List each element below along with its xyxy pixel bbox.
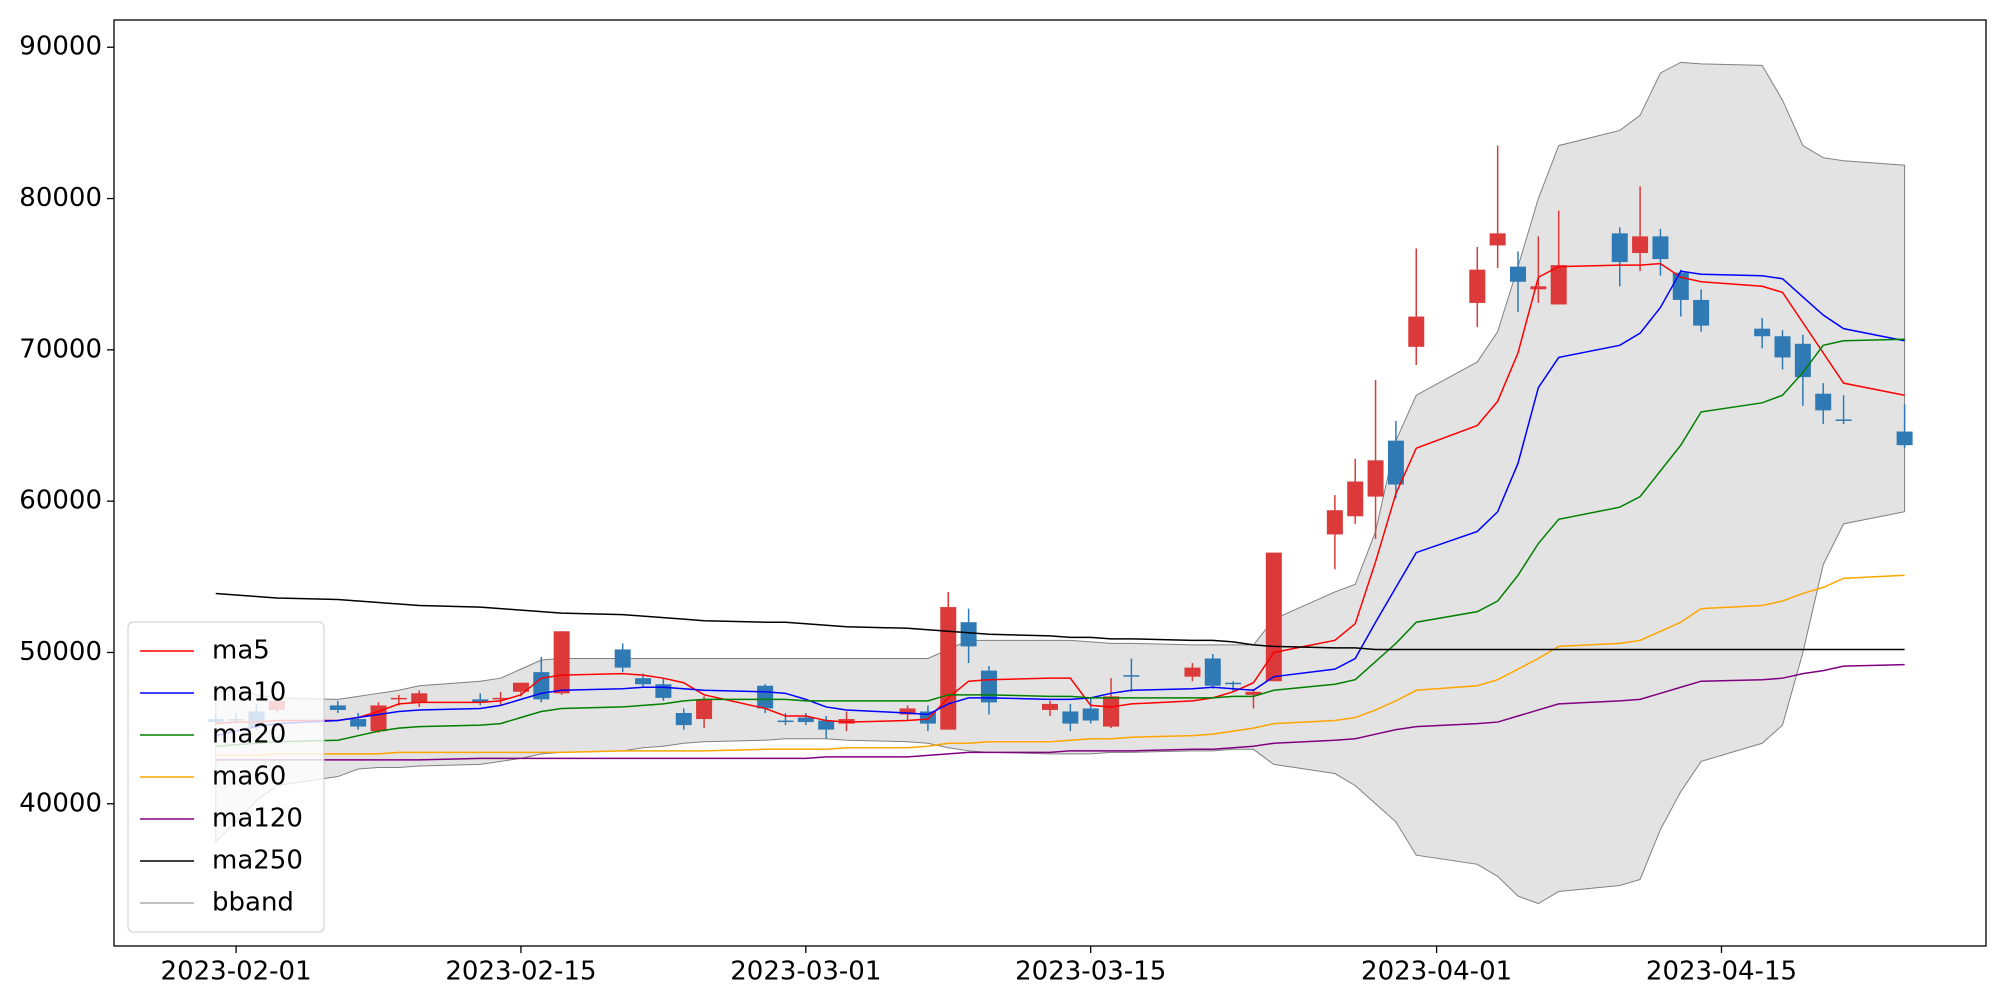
candle-body bbox=[1611, 233, 1628, 263]
y-tick-label: 60000 bbox=[19, 486, 102, 516]
candle-body bbox=[1896, 431, 1913, 446]
legend-box bbox=[127, 621, 325, 933]
candle-body bbox=[472, 699, 489, 703]
candle-body bbox=[1632, 236, 1649, 254]
legend-label: ma250 bbox=[212, 846, 303, 876]
y-tick-label: 80000 bbox=[19, 183, 102, 213]
candle-body bbox=[899, 708, 916, 715]
legend-label: ma5 bbox=[212, 636, 270, 666]
candle-body bbox=[1815, 393, 1832, 411]
bollinger-band bbox=[215, 61, 1906, 905]
x-tick-label: 2023-04-01 bbox=[1361, 957, 1512, 987]
x-tick-label: 2023-03-01 bbox=[730, 957, 881, 987]
candle-body bbox=[329, 705, 346, 710]
candle-body bbox=[492, 697, 509, 700]
candle-body bbox=[1754, 328, 1771, 337]
candle-body bbox=[1042, 703, 1058, 710]
candle-body bbox=[1123, 675, 1140, 677]
candle-body bbox=[1835, 419, 1852, 421]
candle-body bbox=[512, 682, 529, 692]
candle-body bbox=[1082, 708, 1099, 721]
candle-body bbox=[1794, 343, 1811, 378]
x-tick-label: 2023-02-15 bbox=[445, 957, 596, 987]
candle-body bbox=[614, 649, 631, 668]
candle-body bbox=[390, 697, 407, 700]
candle-body bbox=[1510, 266, 1526, 282]
ma-line bbox=[215, 338, 1905, 748]
legend-label: ma10 bbox=[212, 678, 286, 708]
legend-label: bband bbox=[212, 888, 294, 918]
candle-body bbox=[940, 607, 957, 730]
ma-line bbox=[215, 574, 1905, 757]
candle-body bbox=[675, 712, 692, 726]
candle-body bbox=[553, 631, 570, 694]
candle-body bbox=[1062, 711, 1079, 724]
candle-body bbox=[1652, 236, 1669, 260]
candle-body bbox=[838, 719, 855, 724]
x-tick-label: 2023-03-15 bbox=[1015, 957, 1166, 987]
candle-body bbox=[370, 705, 387, 732]
candle-body bbox=[1408, 316, 1425, 347]
candle-body bbox=[1469, 269, 1486, 303]
legend-label: ma20 bbox=[212, 720, 286, 750]
ma-line bbox=[215, 663, 1905, 761]
candle-body bbox=[1489, 233, 1506, 246]
ma-line bbox=[215, 270, 1905, 737]
candle-body bbox=[1265, 552, 1282, 682]
candle-body bbox=[411, 693, 428, 703]
candle-body bbox=[1184, 667, 1201, 677]
candle-body bbox=[1245, 691, 1262, 695]
x-tick-label: 2023-02-01 bbox=[161, 957, 312, 987]
plot-frame bbox=[113, 19, 1987, 947]
x-tick-label: 2023-04-15 bbox=[1646, 957, 1797, 987]
y-tick-label: 90000 bbox=[19, 32, 102, 62]
candle-body bbox=[655, 684, 672, 698]
candle-body bbox=[696, 699, 713, 720]
candle-body bbox=[1550, 265, 1567, 305]
y-tick-label: 50000 bbox=[19, 637, 102, 667]
candle-body bbox=[1367, 460, 1384, 497]
candle-body bbox=[757, 685, 774, 709]
candle-body bbox=[1103, 696, 1120, 727]
candle-body bbox=[797, 717, 814, 723]
candle-body bbox=[1225, 682, 1242, 685]
candle-body bbox=[350, 719, 367, 727]
legend-label: ma60 bbox=[212, 762, 286, 792]
y-tick-label: 70000 bbox=[19, 334, 102, 364]
candle-body bbox=[635, 678, 652, 685]
candle-body bbox=[1204, 658, 1221, 686]
ma-line bbox=[215, 592, 1905, 651]
candle-body bbox=[777, 720, 794, 723]
candle-body bbox=[1326, 510, 1343, 535]
candle-body bbox=[1774, 336, 1791, 358]
y-tick-label: 40000 bbox=[19, 788, 102, 818]
candle-body bbox=[960, 622, 977, 647]
candle-body bbox=[1387, 440, 1404, 485]
ma-line bbox=[215, 262, 1905, 725]
candle-body bbox=[1693, 299, 1710, 326]
candle-body bbox=[818, 720, 835, 730]
candle-body bbox=[1347, 481, 1364, 517]
candle-body bbox=[1530, 286, 1547, 290]
legend-label: ma120 bbox=[212, 804, 303, 834]
